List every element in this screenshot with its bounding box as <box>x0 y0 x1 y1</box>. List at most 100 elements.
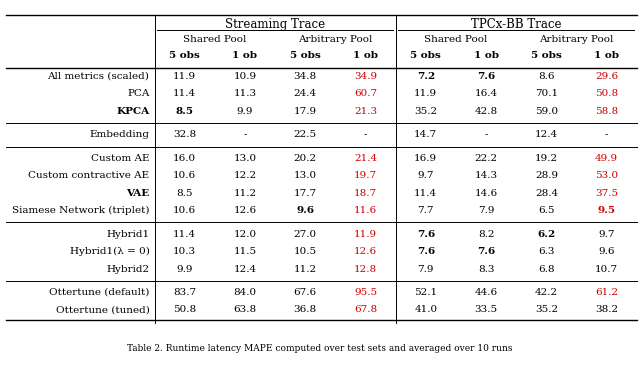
Text: Hybrid1: Hybrid1 <box>106 230 149 239</box>
Text: 52.1: 52.1 <box>414 288 437 297</box>
Text: 12.0: 12.0 <box>234 230 257 239</box>
Text: 5 obs: 5 obs <box>531 51 562 60</box>
Text: 42.8: 42.8 <box>474 107 498 116</box>
Text: 67.6: 67.6 <box>294 288 317 297</box>
Text: 83.7: 83.7 <box>173 288 196 297</box>
Text: 28.9: 28.9 <box>535 171 558 180</box>
Text: 42.2: 42.2 <box>535 288 558 297</box>
Text: 5 obs: 5 obs <box>410 51 441 60</box>
Text: Hybrid2: Hybrid2 <box>106 265 149 273</box>
Text: 22.5: 22.5 <box>294 130 317 139</box>
Text: Arbitrary Pool: Arbitrary Pool <box>540 35 614 45</box>
Text: 10.7: 10.7 <box>595 265 618 273</box>
Text: 9.7: 9.7 <box>417 171 434 180</box>
Text: 11.9: 11.9 <box>414 89 437 99</box>
Text: Streaming Trace: Streaming Trace <box>225 18 325 31</box>
Text: 12.2: 12.2 <box>234 171 257 180</box>
Text: Shared Pool: Shared Pool <box>424 35 488 45</box>
Text: 11.4: 11.4 <box>173 230 196 239</box>
Text: -: - <box>484 130 488 139</box>
Text: -: - <box>605 130 609 139</box>
Text: 7.6: 7.6 <box>417 230 435 239</box>
Text: 19.2: 19.2 <box>535 154 558 163</box>
Text: 19.7: 19.7 <box>354 171 377 180</box>
Text: 14.3: 14.3 <box>474 171 498 180</box>
Text: 17.7: 17.7 <box>294 189 317 198</box>
Text: All metrics (scaled): All metrics (scaled) <box>47 72 149 81</box>
Text: 9.5: 9.5 <box>598 206 616 215</box>
Text: Custom contractive AE: Custom contractive AE <box>28 171 149 180</box>
Text: 11.4: 11.4 <box>414 189 437 198</box>
Text: 16.4: 16.4 <box>474 89 498 99</box>
Text: 12.6: 12.6 <box>234 206 257 215</box>
Text: 21.4: 21.4 <box>354 154 377 163</box>
Text: 6.5: 6.5 <box>538 206 555 215</box>
Text: 7.7: 7.7 <box>417 206 434 215</box>
Text: 21.3: 21.3 <box>354 107 377 116</box>
Text: 20.2: 20.2 <box>294 154 317 163</box>
Text: 44.6: 44.6 <box>474 288 498 297</box>
Text: 11.6: 11.6 <box>354 206 377 215</box>
Text: 9.9: 9.9 <box>237 107 253 116</box>
Text: VAE: VAE <box>126 189 149 198</box>
Text: 14.6: 14.6 <box>474 189 498 198</box>
Text: Arbitrary Pool: Arbitrary Pool <box>298 35 372 45</box>
Text: 1 ob: 1 ob <box>232 51 257 60</box>
Text: 1 ob: 1 ob <box>353 51 378 60</box>
Text: 12.6: 12.6 <box>354 247 377 256</box>
Text: 17.9: 17.9 <box>294 107 317 116</box>
Text: 95.5: 95.5 <box>354 288 377 297</box>
Text: 7.6: 7.6 <box>417 247 435 256</box>
Text: 12.4: 12.4 <box>234 265 257 273</box>
Text: Table 2. Runtime latency MAPE computed over test sets and averaged over 10 runs: Table 2. Runtime latency MAPE computed o… <box>127 344 513 353</box>
Text: 16.9: 16.9 <box>414 154 437 163</box>
Text: 33.5: 33.5 <box>474 306 498 315</box>
Text: 1 ob: 1 ob <box>474 51 499 60</box>
Text: 1 ob: 1 ob <box>594 51 619 60</box>
Text: 6.8: 6.8 <box>538 265 555 273</box>
Text: 9.6: 9.6 <box>598 247 615 256</box>
Text: 34.8: 34.8 <box>294 72 317 81</box>
Text: 7.6: 7.6 <box>477 247 495 256</box>
Text: 84.0: 84.0 <box>234 288 257 297</box>
Text: 10.9: 10.9 <box>234 72 257 81</box>
Text: 6.3: 6.3 <box>538 247 555 256</box>
Text: 13.0: 13.0 <box>294 171 317 180</box>
Text: 9.6: 9.6 <box>296 206 314 215</box>
Text: 6.2: 6.2 <box>537 230 556 239</box>
Text: 10.3: 10.3 <box>173 247 196 256</box>
Text: 12.4: 12.4 <box>535 130 558 139</box>
Text: 10.6: 10.6 <box>173 206 196 215</box>
Text: -: - <box>243 130 246 139</box>
Text: 11.2: 11.2 <box>294 265 317 273</box>
Text: -: - <box>364 130 367 139</box>
Text: Shared Pool: Shared Pool <box>183 35 246 45</box>
Text: 49.9: 49.9 <box>595 154 618 163</box>
Text: 11.2: 11.2 <box>234 189 257 198</box>
Text: 11.4: 11.4 <box>173 89 196 99</box>
Text: 67.8: 67.8 <box>354 306 377 315</box>
Text: 13.0: 13.0 <box>234 154 257 163</box>
Text: 60.7: 60.7 <box>354 89 377 99</box>
Text: 5 obs: 5 obs <box>170 51 200 60</box>
Text: 22.2: 22.2 <box>474 154 498 163</box>
Text: 53.0: 53.0 <box>595 171 618 180</box>
Text: 28.4: 28.4 <box>535 189 558 198</box>
Text: 10.6: 10.6 <box>173 171 196 180</box>
Text: 50.8: 50.8 <box>173 306 196 315</box>
Text: 8.6: 8.6 <box>538 72 555 81</box>
Text: 35.2: 35.2 <box>414 107 437 116</box>
Text: 24.4: 24.4 <box>294 89 317 99</box>
Text: 10.5: 10.5 <box>294 247 317 256</box>
Text: 63.8: 63.8 <box>234 306 257 315</box>
Text: 18.7: 18.7 <box>354 189 377 198</box>
Text: 16.0: 16.0 <box>173 154 196 163</box>
Text: 8.3: 8.3 <box>478 265 494 273</box>
Text: 11.9: 11.9 <box>173 72 196 81</box>
Text: 8.5: 8.5 <box>177 189 193 198</box>
Text: 61.2: 61.2 <box>595 288 618 297</box>
Text: 7.2: 7.2 <box>417 72 435 81</box>
Text: 27.0: 27.0 <box>294 230 317 239</box>
Text: 14.7: 14.7 <box>414 130 437 139</box>
Text: Siamese Network (triplet): Siamese Network (triplet) <box>12 206 149 215</box>
